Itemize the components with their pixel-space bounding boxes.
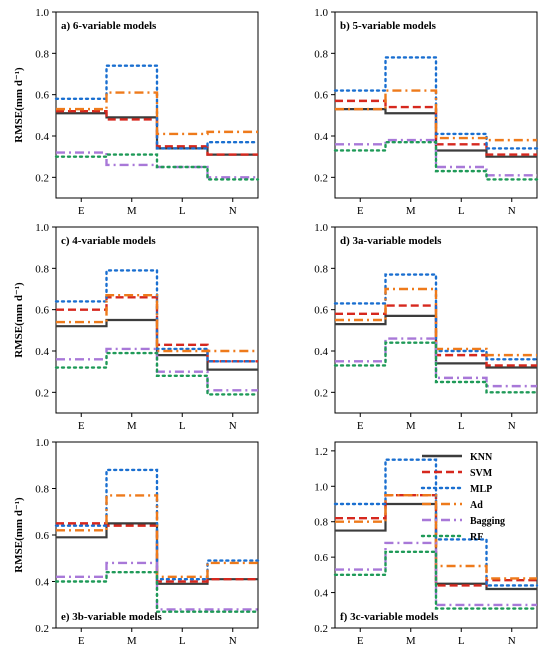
y-tick-label: 0.4	[35, 346, 49, 358]
y-tick-label: 1.0	[314, 7, 328, 19]
y-tick-label: 0.4	[314, 346, 328, 358]
x-tick-label: M	[127, 205, 137, 217]
plot-frame	[55, 11, 259, 199]
y-tick-label: 0.2	[35, 623, 49, 635]
x-tick-label: L	[458, 205, 465, 217]
y-tick-label: 0.2	[35, 172, 49, 184]
y-tick-label: 0.8	[314, 517, 328, 529]
y-tick-label: 0.6	[35, 305, 49, 317]
x-tick-label: E	[357, 205, 364, 217]
x-tick-label: N	[508, 205, 516, 217]
panel-title: a) 6-variable models	[61, 20, 157, 32]
y-tick-label: 0.8	[314, 263, 328, 275]
plot-frame	[334, 441, 538, 629]
chart-panel-5: 0.2 0.4 0.6 0.8 1.0 1.2 E M L Nf) 3c-variable mod…	[314, 441, 539, 647]
y-tick-label: 1.0	[314, 481, 328, 493]
y-tick-label: 0.2	[314, 172, 328, 184]
series-line-rf	[54, 571, 260, 613]
y-tick-label: 0.2	[314, 387, 328, 399]
legend-label-bagging: Bagging	[470, 516, 505, 527]
y-axis-label: RMSE(mm d⁻¹)	[13, 282, 25, 358]
y-axis-label: RMSE(mm d⁻¹)	[13, 67, 25, 143]
y-tick-label: 0.6	[314, 90, 328, 102]
y-tick-label: 0.6	[35, 90, 49, 102]
x-tick-label: E	[357, 420, 364, 432]
series-line-rf	[54, 153, 260, 181]
panel-title: e) 3b-variable models	[61, 611, 163, 623]
x-tick-label: L	[458, 420, 465, 432]
y-tick-label: 1.0	[35, 437, 49, 449]
series-line-ad	[56, 494, 258, 579]
x-tick-label: N	[229, 635, 237, 647]
y-tick-label: 0.6	[35, 530, 49, 542]
y-tick-label: 0.4	[314, 131, 328, 143]
plot-frame	[55, 226, 259, 414]
y-tick-label: 0.4	[35, 577, 49, 589]
x-tick-label: E	[78, 205, 85, 217]
legend-label-ad: Ad	[470, 500, 483, 511]
y-tick-label: 1.0	[35, 7, 49, 19]
y-tick-label: 1.0	[35, 222, 49, 234]
y-tick-label: 0.2	[314, 623, 328, 635]
x-tick-label: M	[127, 420, 137, 432]
series-line-rf	[333, 341, 539, 394]
chart-panel-0: 0.2 0.4 0.6 0.8 1.0 E M L Na) 6-variable models R…	[13, 7, 260, 217]
series-line-ad	[56, 91, 258, 136]
x-tick-label: N	[229, 420, 237, 432]
x-tick-label: E	[78, 420, 85, 432]
series-line-mlp	[333, 56, 539, 150]
series-line-bagging	[56, 561, 258, 611]
chart-panel-3: 0.2 0.4 0.6 0.8 1.0 E M L Nd) 3a-variable models	[314, 222, 539, 432]
x-tick-label: L	[179, 635, 186, 647]
chart-panel-1: 0.2 0.4 0.6 0.8 1.0 E M L Nb) 5-variable models	[314, 7, 539, 217]
y-tick-label: 1.2	[314, 446, 328, 458]
x-tick-label: L	[458, 635, 465, 647]
series-line-ad	[56, 294, 258, 353]
legend-label-knn: KNN	[470, 452, 493, 463]
y-tick-label: 0.8	[35, 263, 49, 275]
legend-label-mlp: MLP	[470, 484, 492, 495]
x-tick-label: N	[508, 635, 516, 647]
series-line-rf	[333, 550, 539, 610]
panel-title: d) 3a-variable models	[340, 235, 442, 247]
series-line-rf	[54, 351, 260, 396]
plot-frame	[334, 11, 538, 199]
x-tick-label: N	[229, 205, 237, 217]
x-tick-label: M	[406, 205, 416, 217]
panel-title: f) 3c-variable models	[340, 611, 439, 623]
x-tick-label: L	[179, 205, 186, 217]
series-line-bagging	[335, 541, 537, 607]
y-tick-label: 0.8	[35, 48, 49, 60]
y-tick-label: 0.6	[314, 552, 328, 564]
y-tick-label: 0.8	[314, 48, 328, 60]
x-tick-label: M	[127, 635, 137, 647]
legend-label-rf: RF	[470, 532, 483, 543]
y-tick-label: 0.2	[35, 387, 49, 399]
x-tick-label: M	[406, 635, 416, 647]
y-axis-label: RMSE(mm d⁻¹)	[13, 497, 25, 573]
chart-panel-4: 0.2 0.4 0.6 0.8 1.0 E M L Ne) 3b-variable models…	[13, 437, 260, 647]
x-tick-label: L	[179, 420, 186, 432]
series-line-mlp	[54, 64, 260, 150]
x-tick-label: E	[78, 635, 85, 647]
x-tick-label: E	[357, 635, 364, 647]
chart-panel-2: 0.2 0.4 0.6 0.8 1.0 E M L Nc) 4-variable models R…	[13, 222, 260, 432]
y-tick-label: 0.4	[314, 588, 328, 600]
legend-label-svm: SVM	[470, 468, 493, 479]
x-tick-label: M	[406, 420, 416, 432]
y-tick-label: 1.0	[314, 222, 328, 234]
x-tick-label: N	[508, 420, 516, 432]
y-tick-label: 0.8	[35, 484, 49, 496]
y-tick-label: 0.6	[314, 305, 328, 317]
y-tick-label: 0.4	[35, 131, 49, 143]
panel-title: c) 4-variable models	[61, 235, 156, 247]
panel-title: b) 5-variable models	[340, 20, 437, 32]
series-line-ad	[335, 287, 537, 357]
